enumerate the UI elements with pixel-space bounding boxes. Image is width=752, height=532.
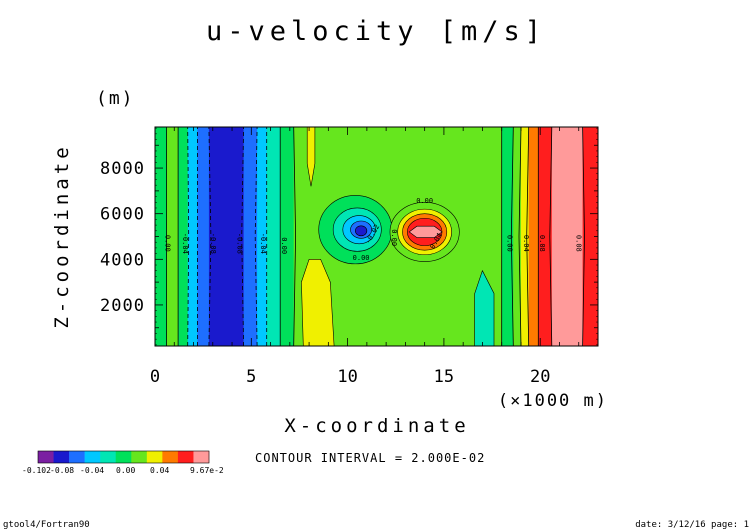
contour-region-7 — [355, 225, 368, 237]
footer-right: date: 3/12/16 page: 1 — [635, 520, 749, 530]
colorbar: -0.102 -0.08 -0.04 0.00 0.04 9.67e-2 — [22, 450, 224, 475]
contour-line-4 — [208, 127, 212, 346]
contour-band-4 — [197, 127, 210, 346]
x-tick-label: 20 — [530, 367, 550, 387]
contour-label-1: -0.04 — [181, 233, 189, 254]
x-tick-label: 0 — [150, 367, 160, 387]
contour-band-7 — [257, 127, 268, 346]
contour-line-15 — [549, 127, 553, 346]
contour-label-4: -0.04 — [259, 233, 267, 254]
contour-label-2: -0.08 — [209, 233, 217, 254]
colorbar-tick-label-1: -0.08 — [50, 466, 74, 475]
contour-band-13 — [520, 127, 530, 346]
contour-field: 0.00 -0.04 -0.08 -0.08 -0.04 0.00-0.020.000.0… — [155, 127, 598, 346]
contour-label-0: 0.00 — [163, 235, 171, 252]
contour-label-14: 0.08 — [575, 235, 583, 252]
x-tick-label: 10 — [337, 367, 357, 387]
chart-title: u-velocity [m/s] — [206, 16, 546, 47]
colorbar-swatch-2 — [69, 451, 85, 463]
colorbar-tick-label-5: 9.67e-2 — [190, 466, 224, 475]
contour-label-13: 0.08 — [538, 235, 546, 252]
contour-line-16 — [582, 127, 585, 346]
colorbar-frame — [37, 450, 210, 464]
contour-band-5 — [208, 127, 245, 346]
contour-line-5 — [241, 127, 244, 346]
colorbar-tick-label-0: -0.102 — [22, 466, 51, 475]
colorbar-swatch-8 — [162, 451, 179, 463]
contour-band-0 — [155, 127, 168, 346]
y-tick-label: 2000 — [100, 296, 145, 316]
y-axis-label: Z-coordinate — [51, 143, 73, 328]
y-tick-label: 8000 — [100, 159, 145, 179]
contour-band-16 — [551, 127, 584, 346]
footer-left: gtool4/Fortran90 — [3, 520, 90, 530]
colorbar-swatch-0 — [38, 451, 54, 463]
contour-region-0 — [301, 258, 335, 346]
contour-label-11: 0.00 — [505, 235, 513, 252]
y-tick-label: 4000 — [100, 250, 145, 270]
colorbar-swatch-7 — [146, 451, 163, 463]
colorbar-tick-label-2: -0.04 — [80, 466, 104, 475]
colorbar-swatch-4 — [100, 451, 117, 463]
contour-line-9 — [293, 127, 297, 346]
contour-band-11 — [501, 127, 514, 346]
contour-band-14 — [528, 127, 539, 346]
contour-region-1 — [306, 127, 316, 187]
y-unit-label: (m) — [96, 88, 135, 109]
contour-line-2 — [187, 127, 190, 346]
contour-band-15 — [538, 127, 553, 346]
x-unit-label: (×1000 m) — [498, 391, 608, 411]
contour-band-9 — [280, 127, 295, 346]
contour-band-3 — [187, 127, 198, 346]
axis-ticks: 0 5 10 15 20 2000 4000 6000 8000 — [100, 127, 599, 387]
colorbar-swatch-1 — [53, 451, 70, 463]
contour-interval-text: CONTOUR INTERVAL = 2.000E-02 — [255, 451, 485, 465]
contour-label-8: 0.00 — [390, 229, 398, 246]
colorbar-swatch-3 — [84, 451, 101, 463]
contour-label-7: 0.00 — [353, 254, 370, 262]
contour-band-1 — [166, 127, 179, 346]
contour-region-2 — [474, 269, 495, 346]
contour-line-11 — [510, 127, 514, 346]
contour-band-6 — [243, 127, 258, 346]
contour-label-3: -0.08 — [236, 233, 244, 254]
colorbar-swatch-6 — [131, 451, 148, 463]
contour-label-10: 0.00 — [416, 197, 433, 205]
contour-line-6 — [254, 127, 258, 346]
colorbar-swatch-9 — [177, 451, 194, 463]
contour-line-13 — [526, 127, 530, 346]
contour-band-2 — [178, 127, 189, 346]
x-tick-label: 15 — [434, 367, 454, 387]
contour-label-5: 0.00 — [280, 237, 288, 254]
colorbar-tick-label-3: 0.00 — [116, 466, 135, 475]
y-tick-label: 6000 — [100, 205, 145, 225]
contour-region-12 — [408, 225, 443, 238]
contour-label-12: 0.04 — [522, 235, 530, 252]
colorbar-tick-label-4: 0.04 — [150, 466, 169, 475]
contour-band-8 — [266, 127, 281, 346]
contour-band-12 — [513, 127, 522, 346]
colorbar-swatch-5 — [115, 451, 132, 463]
x-axis-label: X-coordinate — [284, 415, 469, 437]
colorbar-swatch-10 — [193, 451, 210, 463]
contour-band-17 — [582, 127, 598, 346]
contour-line-12 — [518, 127, 522, 346]
x-tick-label: 5 — [246, 367, 256, 387]
